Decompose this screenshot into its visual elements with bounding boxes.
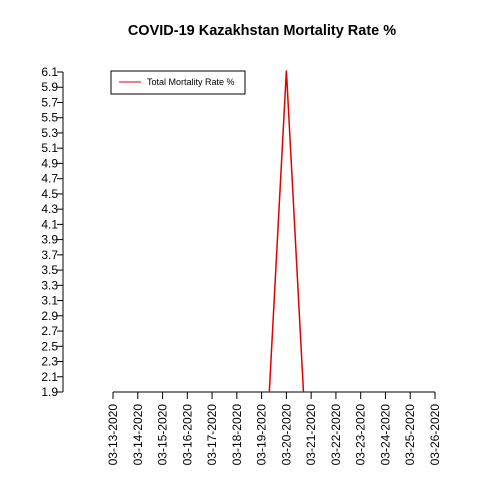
x-axis: 03-13-2020 03-14-2020 03-15-2020 03-16-2020…	[106, 391, 442, 466]
y-tick-label: 4.1	[41, 217, 58, 231]
y-tick-label: 3.5	[41, 263, 58, 277]
y-tick-label: 2.5	[41, 339, 58, 353]
chart-title: COVID-19 Kazakhstan Mortality Rate %	[128, 23, 396, 39]
x-tick-label: 03-14-2020	[131, 404, 145, 466]
y-tick-label: 5.1	[41, 141, 58, 155]
y-tick-label: 5.5	[41, 111, 58, 125]
series-line	[268, 70, 305, 392]
y-tick-label: 1.9	[41, 385, 58, 399]
y-tick-label: 3.7	[41, 248, 58, 262]
x-tick-label: 03-19-2020	[255, 404, 269, 466]
y-tick-label: 3.3	[41, 278, 58, 292]
y-tick-label: 2.1	[41, 370, 58, 384]
series-layer	[268, 70, 305, 392]
y-tick-label: 4.5	[41, 187, 58, 201]
x-tick-label: 03-25-2020	[403, 404, 417, 466]
legend-box	[110, 70, 246, 95]
x-tick-label: 03-13-2020	[106, 404, 120, 466]
y-tick-label: 4.9	[41, 156, 58, 170]
x-tick-label: 03-24-2020	[378, 404, 392, 466]
y-tick-label: 3.9	[41, 233, 58, 247]
x-tick-label: 03-18-2020	[230, 404, 244, 466]
y-tick-label: 6.1	[41, 65, 58, 79]
x-tick-label: 03-20-2020	[279, 404, 293, 466]
x-tick-label: 03-26-2020	[428, 404, 442, 466]
legend: Total Mortality Rate %	[110, 70, 246, 95]
y-tick-label: 2.9	[41, 309, 58, 323]
x-tick-label: 03-16-2020	[180, 404, 194, 466]
x-tick-label: 03-21-2020	[304, 404, 318, 466]
y-tick-label: 2.7	[41, 324, 58, 338]
y-axis: 1.92.12.32.52.72.93.13.33.53.73.94.14.34…	[41, 65, 64, 399]
x-tick-label: 03-15-2020	[156, 404, 170, 466]
y-tick-label: 4.7	[41, 172, 58, 186]
x-tick-label: 03-23-2020	[354, 404, 368, 466]
x-tick-label: 03-22-2020	[329, 404, 343, 466]
y-tick-label: 5.3	[41, 126, 58, 140]
y-tick-label: 3.1	[41, 294, 58, 308]
y-tick-label: 5.9	[41, 80, 58, 94]
y-tick-label: 5.7	[41, 95, 58, 109]
legend-label: Total Mortality Rate %	[147, 77, 235, 87]
x-tick-label: 03-17-2020	[205, 404, 219, 466]
y-tick-label: 4.3	[41, 202, 58, 216]
y-tick-label: 2.3	[41, 355, 58, 369]
